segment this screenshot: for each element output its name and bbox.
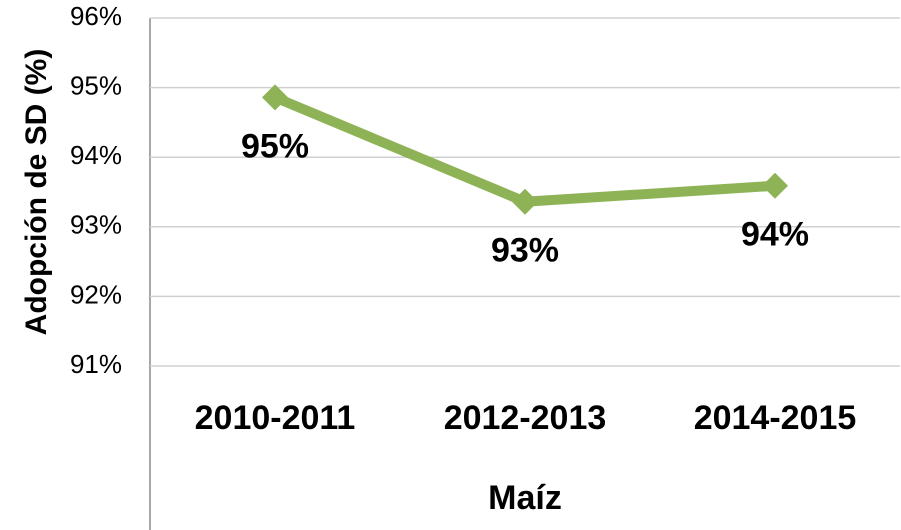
data-line: [273, 92, 776, 207]
y-tick-label: 92%: [70, 279, 122, 309]
y-tick-label: 93%: [70, 210, 122, 240]
y-tick-label: 94%: [70, 140, 122, 170]
data-label: 93%: [491, 232, 559, 270]
data-point: [762, 172, 788, 199]
x-tick-label: 2010-2011: [195, 399, 356, 437]
y-tick-label: 95%: [70, 70, 122, 100]
y-tick-label: 91%: [70, 349, 122, 379]
x-tick-label: 2014-2015: [694, 399, 857, 437]
data-point: [262, 84, 288, 111]
x-axis-title: Maíz: [488, 479, 562, 517]
data-point: [512, 188, 538, 215]
data-label: 95%: [241, 127, 309, 165]
data-label: 94%: [741, 216, 809, 254]
y-axis-title: Adopción de SD (%): [20, 49, 53, 336]
x-tick-label: 2012-2013: [444, 399, 607, 437]
y-tick-label: 96%: [70, 1, 122, 31]
